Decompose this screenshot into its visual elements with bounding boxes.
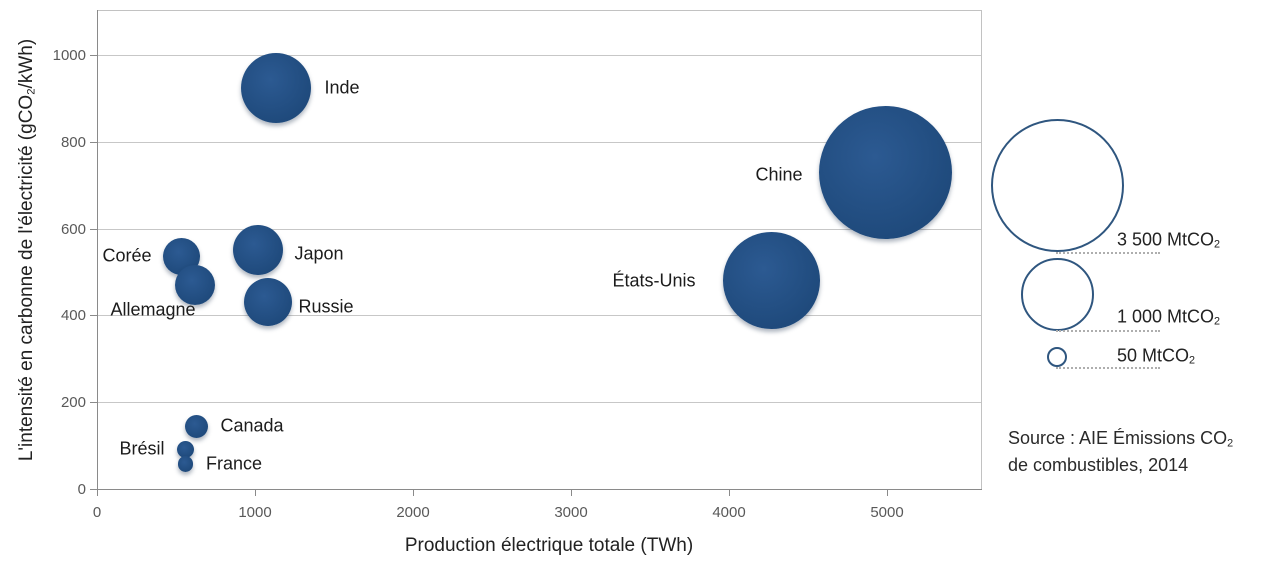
x-tick-1000 xyxy=(255,490,256,496)
source-line1: Source : AIE Émissions CO xyxy=(1008,428,1228,448)
y-tick-200 xyxy=(90,402,97,404)
country-label-japon: Japon xyxy=(294,243,344,264)
y-tick-800 xyxy=(90,141,97,143)
y-axis-line xyxy=(97,10,98,489)
legend-label-text: 1 000 MtCO xyxy=(1117,306,1215,327)
y-tick-600 xyxy=(90,228,97,230)
bubble-bresil xyxy=(176,441,194,459)
country-label-inde: Inde xyxy=(324,77,360,98)
y-tick-label-600: 600 xyxy=(60,220,86,238)
y-tick-label-0: 0 xyxy=(77,481,86,498)
x-tick-3000 xyxy=(571,490,572,496)
gridline-y-800 xyxy=(98,141,981,143)
gridline-y-200 xyxy=(98,402,981,404)
bubble-canada xyxy=(185,414,209,438)
x-tick-0 xyxy=(97,490,98,496)
legend-label-50: 50 MtCO2 xyxy=(1117,345,1195,366)
legend-co2-subscript: 2 xyxy=(1189,354,1196,367)
x-tick-label-2000: 2000 xyxy=(396,504,430,521)
y-tick-label-200: 200 xyxy=(60,394,86,412)
country-label-allemagne: Allemagne xyxy=(110,299,196,320)
legend-leader-line-3500 xyxy=(1056,252,1160,254)
country-label-france: France xyxy=(205,453,263,474)
legend-label-3500: 3 500 MtCO2 xyxy=(1117,229,1220,250)
bubble-chine xyxy=(818,105,952,239)
source-co2-subscript: 2 xyxy=(1227,437,1234,450)
legend-leader-line-1000 xyxy=(1056,330,1160,332)
y-tick-label-400: 400 xyxy=(60,307,86,325)
legend-label-text: 50 MtCO xyxy=(1117,345,1190,366)
legend-circle-3500 xyxy=(990,118,1124,252)
x-axis-title: Production électrique totale (TWh) xyxy=(404,535,694,556)
country-label-coree: Corée xyxy=(102,245,152,266)
bubble-russie xyxy=(243,278,292,327)
x-tick-5000 xyxy=(887,490,888,496)
x-tick-label-3000: 3000 xyxy=(554,504,588,521)
y-tick-label-1000: 1000 xyxy=(52,47,86,64)
legend-label-text: 3 500 MtCO xyxy=(1117,229,1215,250)
bubble-france xyxy=(177,456,194,473)
x-tick-label-4000: 4000 xyxy=(712,504,746,521)
bubble-allemagne xyxy=(174,264,216,306)
legend-label-1000: 1 000 MtCO2 xyxy=(1117,306,1220,327)
country-label-chine: Chine xyxy=(755,164,803,185)
legend-leader-line-50 xyxy=(1056,367,1160,369)
plot-border-top xyxy=(97,10,982,11)
country-label-russie: Russie xyxy=(298,296,354,317)
y-tick-label-800: 800 xyxy=(60,133,86,151)
y-tick-1000 xyxy=(90,55,97,56)
legend-co2-subscript: 2 xyxy=(1214,238,1221,251)
x-tick-4000 xyxy=(729,490,730,496)
bubble-inde xyxy=(240,52,311,123)
country-label-etats-unis: États-Unis xyxy=(612,270,696,291)
x-axis-line xyxy=(97,489,982,490)
legend-circle-1000 xyxy=(1020,257,1094,331)
legend-co2-subscript: 2 xyxy=(1214,315,1221,328)
country-label-canada: Canada xyxy=(220,415,284,436)
gridline-y-1000 xyxy=(98,55,981,56)
plot-border-right xyxy=(981,10,982,489)
source-line2: de combustibles, 2014 xyxy=(1008,455,1189,476)
gridline-y-600 xyxy=(98,228,981,230)
bubble-japon xyxy=(233,225,284,276)
y-tick-400 xyxy=(90,315,97,317)
gridline-y-400 xyxy=(98,315,981,317)
y-tick-0 xyxy=(90,489,97,490)
legend-circle-50 xyxy=(1047,347,1067,367)
x-tick-2000 xyxy=(413,490,414,496)
source-note: Source : AIE Émissions CO2 de combustible… xyxy=(1008,427,1233,476)
bubble-etats-unis xyxy=(723,232,820,330)
x-tick-label-1000: 1000 xyxy=(238,504,272,521)
x-tick-label-5000: 5000 xyxy=(870,504,904,521)
x-tick-label-0: 0 xyxy=(92,504,102,521)
country-label-bresil: Brésil xyxy=(119,438,165,459)
